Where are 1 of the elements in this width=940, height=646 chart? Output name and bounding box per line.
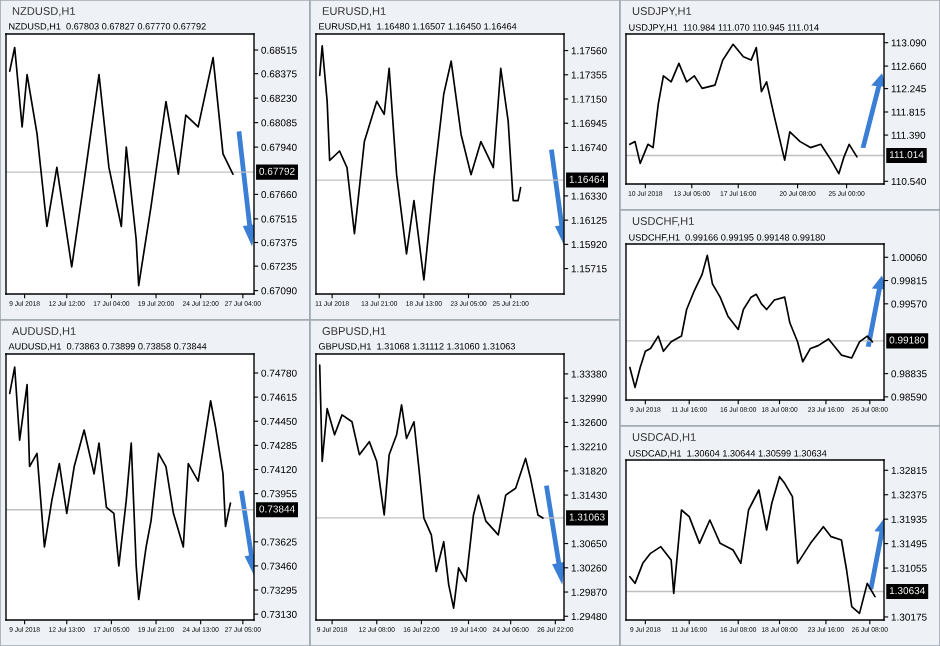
line-series [629,43,858,175]
